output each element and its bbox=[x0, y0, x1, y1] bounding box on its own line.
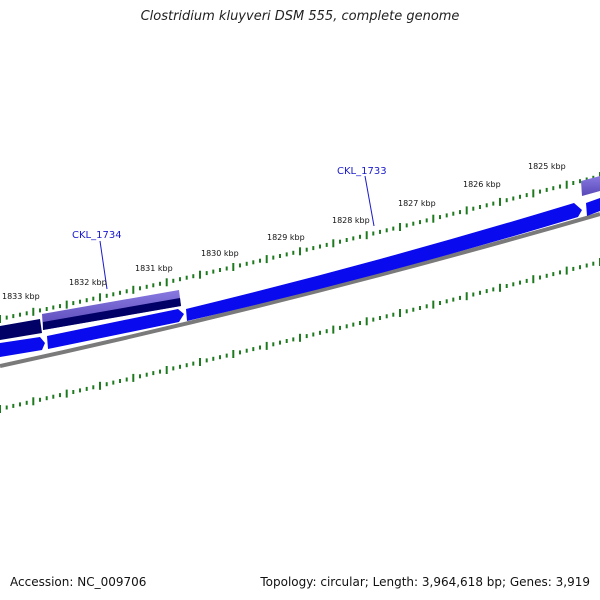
scale-label: 1830 kbp bbox=[201, 249, 239, 258]
gene-highlight-right[interactable] bbox=[581, 176, 600, 196]
gene-arrow[interactable] bbox=[0, 337, 45, 357]
outer-ruler-ticks bbox=[0, 172, 600, 323]
gene-label-pointer bbox=[99, 240, 108, 290]
scale-label: 1826 kbp bbox=[463, 180, 501, 189]
gene-ckl-1734-strand[interactable] bbox=[43, 298, 181, 330]
gene-arrow[interactable] bbox=[586, 198, 600, 216]
gene-arrow[interactable] bbox=[47, 309, 184, 349]
gene-arrow[interactable] bbox=[186, 203, 582, 321]
accession-info: Accession: NC_009706 bbox=[10, 575, 147, 589]
genome-backbone bbox=[0, 212, 600, 368]
outer-scale-ruler bbox=[0, 172, 600, 323]
outer-ruler-dots bbox=[5, 175, 595, 320]
gene-label-pointer bbox=[364, 175, 375, 227]
gene-label-ckl-1734[interactable]: CKL_1734 bbox=[72, 230, 122, 241]
scale-label: 1832 kbp bbox=[69, 278, 107, 287]
inner-ruler-dots bbox=[5, 261, 595, 410]
genome-title: Clostridium kluyveri DSM 555, complete g… bbox=[140, 9, 460, 24]
scale-label: 1829 kbp bbox=[267, 233, 305, 242]
scale-label: 1831 kbp bbox=[135, 264, 173, 273]
gene-arrow-dark[interactable] bbox=[0, 319, 42, 340]
scale-label: 1833 kbp bbox=[2, 292, 40, 301]
inner-scale-ruler bbox=[0, 258, 600, 413]
scale-label: 1828 kbp bbox=[332, 216, 370, 225]
scale-label: 1827 kbp bbox=[398, 199, 436, 208]
gene-label-ckl-1733[interactable]: CKL_1733 bbox=[337, 166, 387, 177]
inner-ruler-ticks bbox=[0, 258, 600, 413]
scale-labels: 1825 kbp 1826 kbp 1827 kbp 1828 kbp 1829… bbox=[2, 162, 566, 301]
scale-label: 1825 kbp bbox=[528, 162, 566, 171]
genome-summary: Topology: circular; Length: 3,964,618 bp… bbox=[260, 575, 590, 589]
